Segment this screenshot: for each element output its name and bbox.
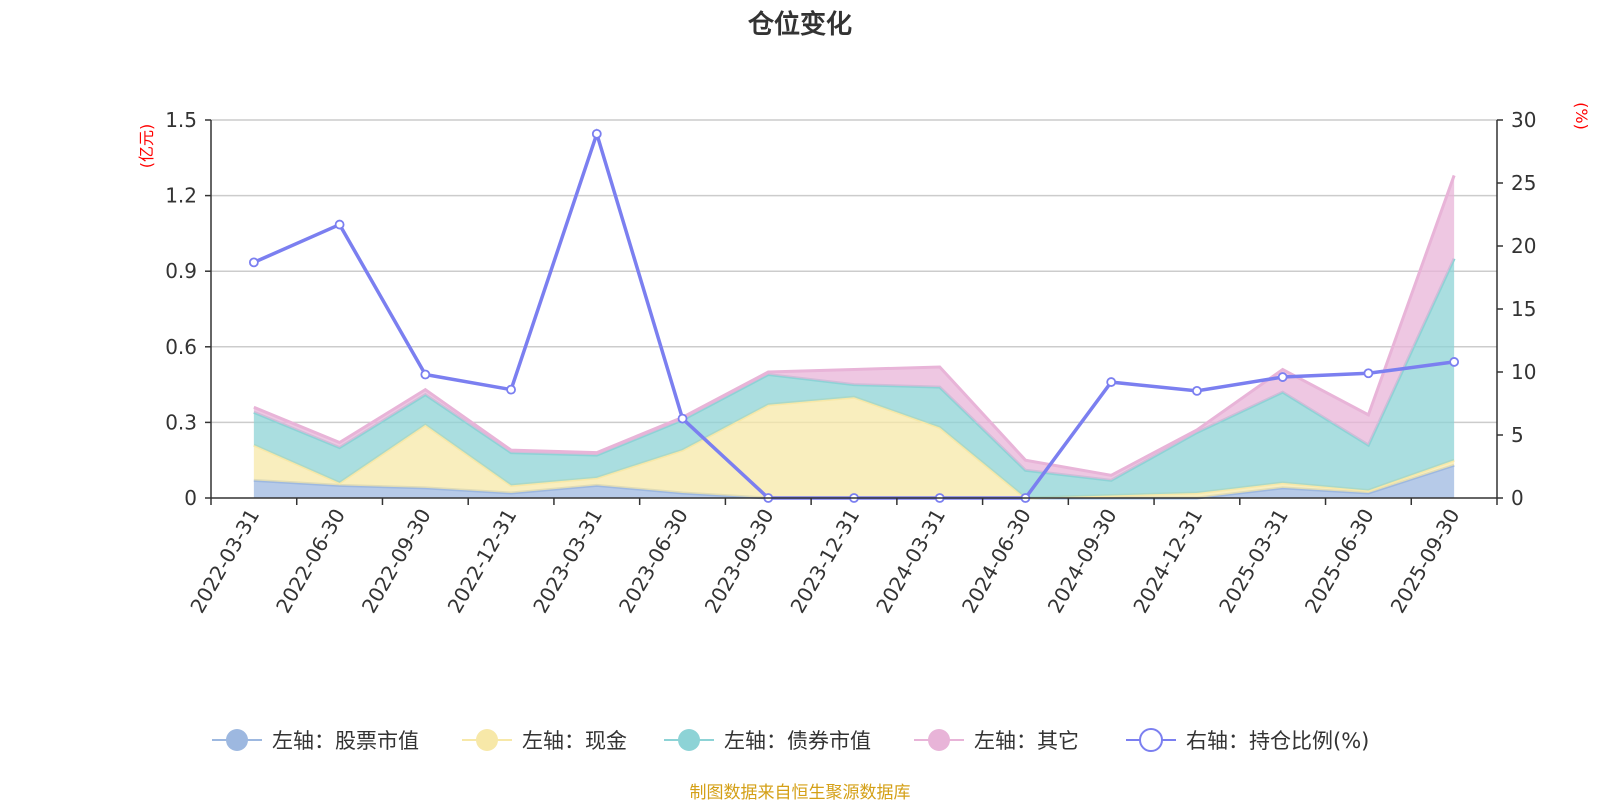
- legend-circle-icon: [678, 729, 700, 751]
- x-axis-tick-label: 2025-03-31: [1214, 505, 1293, 618]
- right-axis-tick-label: 25: [1511, 171, 1536, 195]
- right-axis-tick-label: 10: [1511, 360, 1536, 384]
- left-axis-tick-label: 1.2: [165, 184, 197, 208]
- right-axis-tick-label: 20: [1511, 234, 1536, 258]
- ratio-point: [1106, 377, 1117, 387]
- x-axis-tick-label: 2025-06-30: [1300, 505, 1379, 618]
- legend-circle-icon: [1139, 728, 1163, 752]
- ratio-point: [1449, 357, 1460, 367]
- left-axis-tick-label: 0.6: [165, 335, 197, 359]
- right-axis-tick-label: 5: [1511, 423, 1524, 447]
- ratio-point: [248, 257, 259, 268]
- legend-label: 右轴：持仓比例(%): [1186, 729, 1369, 753]
- x-axis-tick-label: 2022-09-30: [357, 505, 436, 618]
- legend-circle-icon: [476, 729, 498, 751]
- source-note: 制图数据来自恒生聚源数据库: [689, 783, 911, 803]
- area-series-1: [253, 397, 1455, 498]
- left-axis-tick-label: 1.5: [165, 108, 197, 132]
- chart-title: 仓位变化: [747, 10, 852, 40]
- right-axis-unit: (%): [1572, 102, 1591, 130]
- x-axis-tick-label: 2022-12-31: [442, 505, 521, 618]
- legend-label: 左轴：债券市值: [724, 729, 871, 753]
- x-axis-tick-label: 2024-06-30: [957, 505, 1036, 618]
- legend: 左轴：股票市值 左轴：现金 左轴：债券市值 左轴：其它 右轴：持仓比例(%): [212, 728, 1369, 753]
- left-axis-tick-label: 0.3: [165, 410, 197, 434]
- area-series-edge-3: [253, 174, 1456, 477]
- ratio-point: [1277, 372, 1288, 382]
- x-axis-tick-label: 2023-06-30: [614, 505, 693, 618]
- ratio-point: [1363, 368, 1374, 379]
- left-axis-unit: (亿元): [137, 124, 156, 169]
- legend-circle-icon: [928, 729, 950, 751]
- ratio-point: [677, 413, 688, 424]
- x-axis-tick-label: 2023-12-31: [785, 505, 864, 618]
- x-axis-tick-label: 2025-09-30: [1386, 505, 1465, 618]
- x-axis-tick-label: 2024-12-31: [1128, 505, 1207, 618]
- legend-circle-icon: [226, 729, 248, 751]
- legend-label: 左轴：现金: [522, 729, 627, 753]
- stacked-areas: [253, 174, 1456, 500]
- left-axis-tick-label: 0: [184, 486, 197, 510]
- area-series-2: [253, 258, 1455, 498]
- x-axis-tick-label: 2024-09-30: [1043, 505, 1122, 618]
- ratio-point: [591, 128, 602, 139]
- ratio-point: [420, 369, 431, 380]
- x-axis-tick-label: 2023-03-31: [528, 505, 607, 618]
- legend-label: 左轴：其它: [974, 729, 1079, 753]
- ratio-point: [334, 219, 345, 230]
- left-axis-tick-label: 0.9: [165, 259, 197, 283]
- right-axis-tick-label: 30: [1511, 108, 1536, 132]
- x-axis-tick-label: 2024-03-31: [871, 505, 950, 618]
- legend-label: 左轴：股票市值: [272, 729, 419, 753]
- right-axis-tick-label: 0: [1511, 486, 1524, 510]
- x-axis-tick-label: 2022-06-30: [271, 505, 350, 618]
- x-axis-tick-label: 2022-03-31: [185, 505, 264, 618]
- ratio-point: [506, 384, 516, 395]
- right-axis-tick-label: 15: [1511, 297, 1536, 321]
- x-axis-tick-label: 2023-09-30: [700, 505, 779, 618]
- ratio-point: [1192, 385, 1202, 396]
